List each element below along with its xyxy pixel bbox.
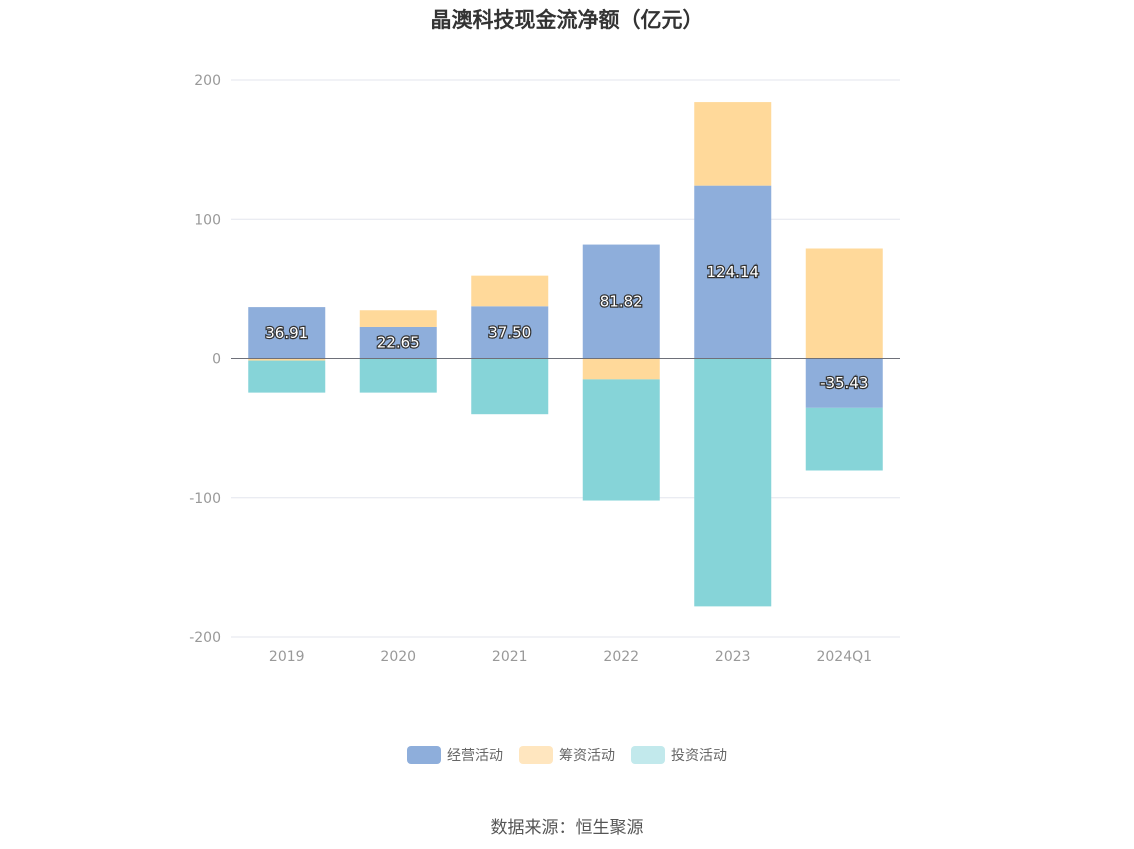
y-tick-label: 200 bbox=[194, 73, 221, 89]
x-tick-label: 2021 bbox=[492, 649, 528, 665]
bar-financing bbox=[359, 310, 437, 327]
x-tick-label: 2023 bbox=[715, 649, 751, 665]
bar-investing bbox=[582, 379, 660, 501]
legend-item-investing[interactable]: 投资活动 bbox=[631, 745, 727, 765]
bar-investing bbox=[805, 407, 883, 471]
x-tick-label: 2020 bbox=[380, 649, 416, 665]
bar-operating bbox=[359, 326, 437, 359]
bar-financing bbox=[248, 358, 326, 361]
bar-financing bbox=[471, 275, 549, 307]
bar-investing bbox=[471, 358, 549, 415]
bar-investing bbox=[694, 358, 772, 607]
legend-label-operating: 经营活动 bbox=[447, 748, 503, 764]
x-tick-label: 2022 bbox=[603, 649, 639, 665]
legend-swatch-financing bbox=[519, 746, 553, 764]
data-label: 81.82 bbox=[600, 293, 643, 311]
x-tick-label: 2024Q1 bbox=[816, 649, 872, 665]
legend-swatch-investing bbox=[631, 746, 665, 764]
data-label: 36.91 bbox=[265, 324, 308, 342]
y-tick-label: -100 bbox=[189, 491, 221, 507]
bar-financing bbox=[582, 358, 660, 380]
data-label: -35.43 bbox=[820, 374, 868, 392]
legend-label-investing: 投资活动 bbox=[671, 748, 727, 764]
legend-item-financing[interactable]: 筹资活动 bbox=[519, 745, 615, 765]
legend-label-financing: 筹资活动 bbox=[559, 748, 615, 764]
legend-swatch-operating bbox=[407, 746, 441, 764]
chart-title: 晶澳科技现金流净额（亿元） bbox=[430, 8, 704, 32]
bar-operating bbox=[471, 306, 549, 359]
data-label: 22.65 bbox=[377, 334, 420, 352]
y-tick-label: 100 bbox=[194, 212, 221, 228]
source-note: 数据来源：恒生聚源 bbox=[490, 818, 644, 838]
legend-item-operating[interactable]: 经营活动 bbox=[407, 745, 503, 765]
data-label: 124.14 bbox=[707, 263, 760, 281]
x-tick-label: 2019 bbox=[269, 649, 305, 665]
bar-operating bbox=[694, 185, 772, 359]
bar-operating bbox=[805, 358, 883, 408]
y-tick-label: -200 bbox=[189, 630, 221, 646]
legend: 经营活动 筹资活动 投资活动 bbox=[0, 745, 1134, 765]
bar-financing bbox=[805, 248, 883, 359]
bar-operating bbox=[248, 307, 326, 359]
y-tick-label: 0 bbox=[212, 352, 221, 368]
bar-investing bbox=[248, 360, 326, 393]
data-label: 37.50 bbox=[488, 323, 531, 341]
bar-investing bbox=[359, 358, 437, 393]
bar-financing bbox=[694, 102, 772, 186]
bar-operating bbox=[582, 244, 660, 359]
